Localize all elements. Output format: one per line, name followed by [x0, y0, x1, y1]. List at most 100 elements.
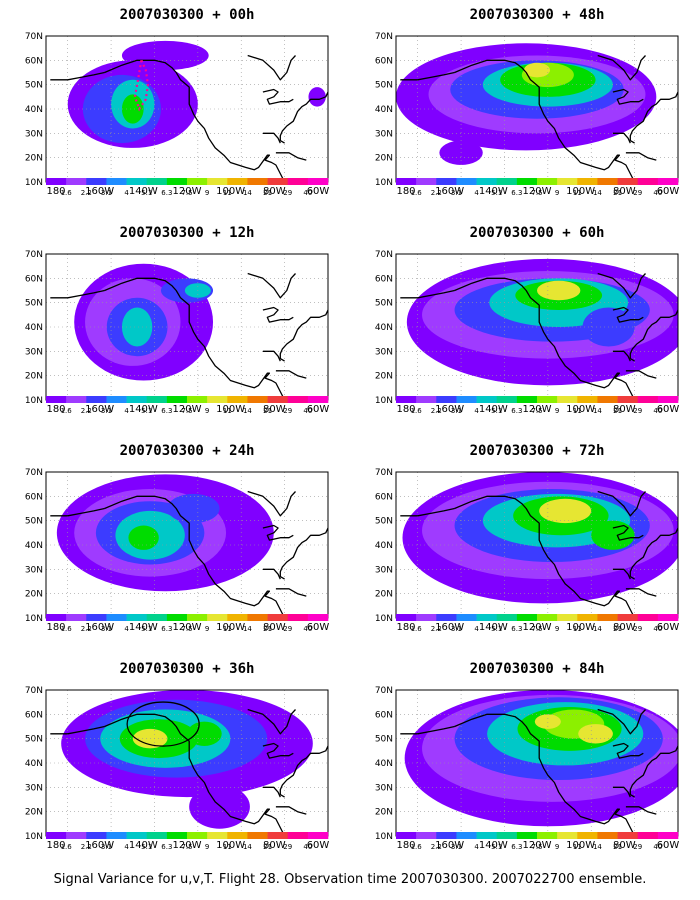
map-panel: 2007030300 + 00h 70N 60N 50N 40N 30N 20N 10N 180…	[12, 6, 352, 222]
lon-tick-label: 140W	[479, 622, 508, 633]
variance-contour	[189, 784, 250, 829]
colorbar-label: 1.6	[61, 189, 73, 197]
colorbar-swatch	[267, 396, 289, 403]
lat-tick-label: 60N	[25, 710, 43, 720]
colorbar-label: 5.1	[491, 189, 502, 197]
colorbar-swatch	[476, 178, 498, 185]
lat-tick-label: 50N	[25, 299, 43, 309]
colorbar-swatch	[537, 614, 558, 621]
colorbar-swatch	[516, 832, 538, 839]
colorbar-swatch	[287, 178, 309, 185]
colorbar-swatch	[267, 832, 289, 839]
colorbar-label: 4	[124, 189, 129, 197]
lat-tick-label: 10N	[375, 832, 393, 842]
panel-title: 2007030300 + 36h	[119, 661, 255, 677]
colorbar-swatch	[146, 614, 168, 621]
colorbar-label: 3.1	[451, 189, 462, 197]
lat-tick-label: 50N	[25, 517, 43, 527]
lat-tick-label: 60N	[25, 56, 43, 66]
colorbar-swatch	[436, 178, 457, 185]
colorbar-label: 6.3	[511, 843, 522, 851]
colorbar: 1.6 2.2 3.1 4 5.1 6.3 7.5 9 11 14 21 29 40	[396, 832, 679, 851]
colorbar-label: 3.1	[101, 625, 112, 633]
colorbar-label: 21	[263, 843, 272, 851]
colorbar-swatch	[106, 396, 127, 403]
coastlines	[400, 272, 678, 400]
lon-tick-label: 180	[46, 404, 65, 415]
colorbar-label: 2.2	[81, 189, 92, 197]
lat-tick-label: 50N	[375, 735, 393, 745]
map-panel: 2007030300 + 24h 70N 60N 50N 40N 30N 20N 10N 180…	[12, 442, 352, 658]
lat-tick-label: 10N	[25, 832, 43, 842]
colorbar-swatch	[396, 614, 417, 621]
lat-tick-label: 60N	[25, 274, 43, 284]
colorbar-swatch	[86, 832, 107, 839]
colorbar-swatch	[46, 396, 67, 403]
lat-tick-label: 30N	[375, 783, 393, 793]
colorbar-swatch	[126, 832, 148, 839]
lon-tick-label: 160W	[435, 622, 464, 633]
panel-title: 2007030300 + 72h	[469, 443, 605, 459]
colorbar-label: 9	[205, 189, 209, 197]
lat-tick-label: 50N	[375, 299, 393, 309]
colorbar-swatch	[247, 614, 268, 621]
colorbar-swatch	[436, 614, 457, 621]
colorbar-swatch	[416, 178, 437, 185]
variance-field	[396, 36, 678, 182]
target-region-circle	[126, 701, 200, 747]
lon-tick-label: 160W	[85, 840, 114, 851]
colorbar-swatch	[577, 832, 598, 839]
lon-tick-label: 100W	[216, 186, 245, 197]
map-panel: 2007030300 + 48h 70N 60N 50N 40N 30N 20N 10N 180…	[362, 6, 700, 222]
lon-tick-label: 160W	[85, 186, 114, 197]
colorbar-swatch	[227, 396, 248, 403]
colorbar-swatch	[247, 396, 268, 403]
colorbar-label: 2.2	[431, 625, 442, 633]
colorbar-label: 4	[474, 407, 479, 415]
lat-tick-label: 70N	[25, 32, 43, 42]
colorbar-swatch	[617, 832, 639, 839]
panel-title: 2007030300 + 60h	[469, 225, 605, 241]
lon-tick-label: 80W	[263, 186, 286, 197]
colorbar-label: 6.3	[161, 189, 172, 197]
lon-tick-label: 180	[396, 186, 415, 197]
colorbar-label: 40	[653, 407, 662, 415]
lat-tick-label: 30N	[25, 783, 43, 793]
lat-tick-label: 10N	[375, 614, 393, 624]
colorbar-swatch	[267, 614, 289, 621]
lon-tick-label: 120W	[173, 404, 202, 415]
colorbar-label: 7.5	[181, 625, 192, 633]
colorbar-swatch	[106, 614, 127, 621]
lat-tick-label: 30N	[375, 129, 393, 139]
lon-tick-label: 180	[396, 622, 415, 633]
lat-tick-label: 40N	[25, 323, 43, 333]
lon-tick-label: 120W	[523, 404, 552, 415]
colorbar-label: 5.1	[141, 843, 152, 851]
lat-tick-label: 10N	[25, 614, 43, 624]
colorbar-label: 2.2	[81, 843, 92, 851]
colorbar-swatch	[146, 396, 168, 403]
colorbar-label: 21	[613, 625, 622, 633]
lon-tick-label: 140W	[479, 840, 508, 851]
colorbar-swatch	[307, 396, 329, 403]
lat-tick-label: 40N	[25, 105, 43, 115]
colorbar-label: 9	[555, 625, 559, 633]
colorbar-swatch	[657, 832, 679, 839]
colorbar-label: 5.1	[141, 407, 152, 415]
colorbar-label: 5.1	[491, 625, 502, 633]
colorbar-label: 14	[593, 843, 602, 851]
colorbar-label: 9	[205, 625, 209, 633]
colorbar-label: 3.1	[451, 407, 462, 415]
colorbar-label: 14	[593, 189, 602, 197]
lat-tick-label: 40N	[375, 541, 393, 551]
colorbar-label: 3.1	[101, 407, 112, 415]
colorbar: 1.6 2.2 3.1 4 5.1 6.3 7.5 9 11 14 21 29 40	[46, 614, 329, 633]
variance-field	[396, 472, 678, 618]
lat-tick-label: 20N	[375, 372, 393, 382]
lat-tick-label: 20N	[25, 590, 43, 600]
colorbar-label: 9	[555, 407, 559, 415]
lon-tick-label: 60W	[657, 404, 680, 415]
